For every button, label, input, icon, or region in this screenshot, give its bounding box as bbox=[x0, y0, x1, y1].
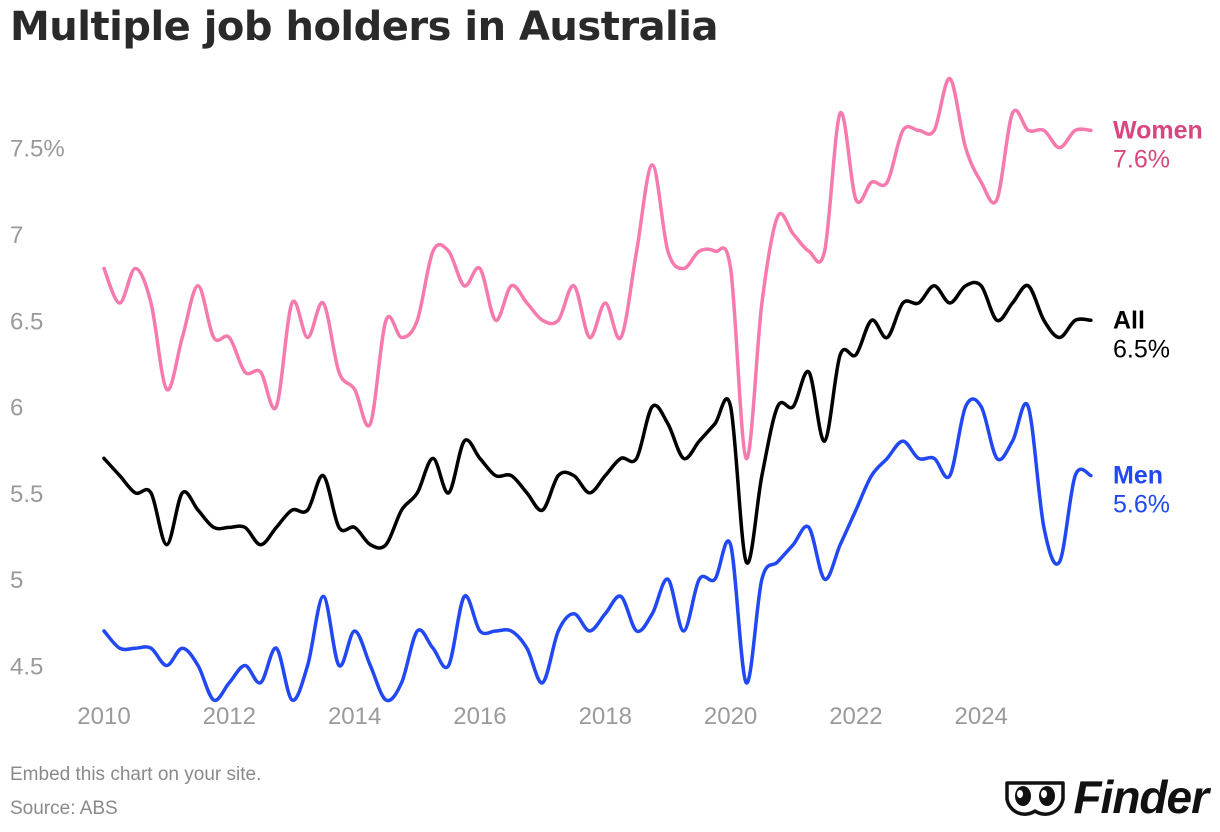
x-tick-label: 2022 bbox=[829, 703, 882, 730]
y-tick-label: 4.5 bbox=[10, 653, 43, 680]
y-tick-label: 7.5% bbox=[10, 136, 65, 163]
x-tick-label: 2010 bbox=[77, 703, 130, 730]
finder-logo[interactable]: Finder bbox=[1003, 770, 1209, 824]
chart-title: Multiple job holders in Australia bbox=[10, 4, 718, 50]
x-tick-label: 2024 bbox=[955, 703, 1008, 730]
series-line-men bbox=[102, 397, 1093, 703]
series-name-label: Men bbox=[1113, 462, 1163, 490]
x-tick-label: 2012 bbox=[203, 703, 256, 730]
x-tick-label: 2018 bbox=[579, 703, 632, 730]
series-lines bbox=[102, 76, 1093, 703]
y-tick-label: 6 bbox=[10, 395, 23, 422]
y-tick-label: 5 bbox=[10, 567, 23, 594]
x-axis-ticks: 2010 2012 2014 2016 2018 2020 2022 2024 bbox=[77, 703, 1008, 730]
logo-wordmark: Finder bbox=[1073, 771, 1209, 823]
y-tick-label: 6.5 bbox=[10, 308, 43, 335]
series-value-label: 5.6% bbox=[1113, 491, 1170, 519]
line-chart: 4.5 5 5.5 6 6.5 7 7.5% 2010 2012 2014 2016 2018 202… bbox=[10, 76, 1203, 730]
x-tick-label: 2016 bbox=[453, 703, 506, 730]
series-line-women bbox=[102, 76, 1093, 461]
series-name-label: Women bbox=[1113, 116, 1203, 144]
series-name-label: All bbox=[1113, 306, 1145, 334]
series-value-label: 7.6% bbox=[1113, 145, 1170, 173]
eyes-icon bbox=[1005, 781, 1066, 816]
series-line-all bbox=[102, 280, 1093, 565]
y-axis-ticks: 4.5 5 5.5 6 6.5 7 7.5% bbox=[10, 136, 65, 681]
y-tick-label: 7 bbox=[10, 222, 23, 249]
x-tick-label: 2014 bbox=[328, 703, 381, 730]
source-note: Source: ABS bbox=[10, 798, 118, 819]
x-tick-label: 2020 bbox=[704, 703, 757, 730]
embed-link[interactable]: Embed this chart on your site. bbox=[10, 764, 262, 785]
series-value-label: 6.5% bbox=[1113, 335, 1170, 363]
y-tick-label: 5.5 bbox=[10, 481, 43, 508]
